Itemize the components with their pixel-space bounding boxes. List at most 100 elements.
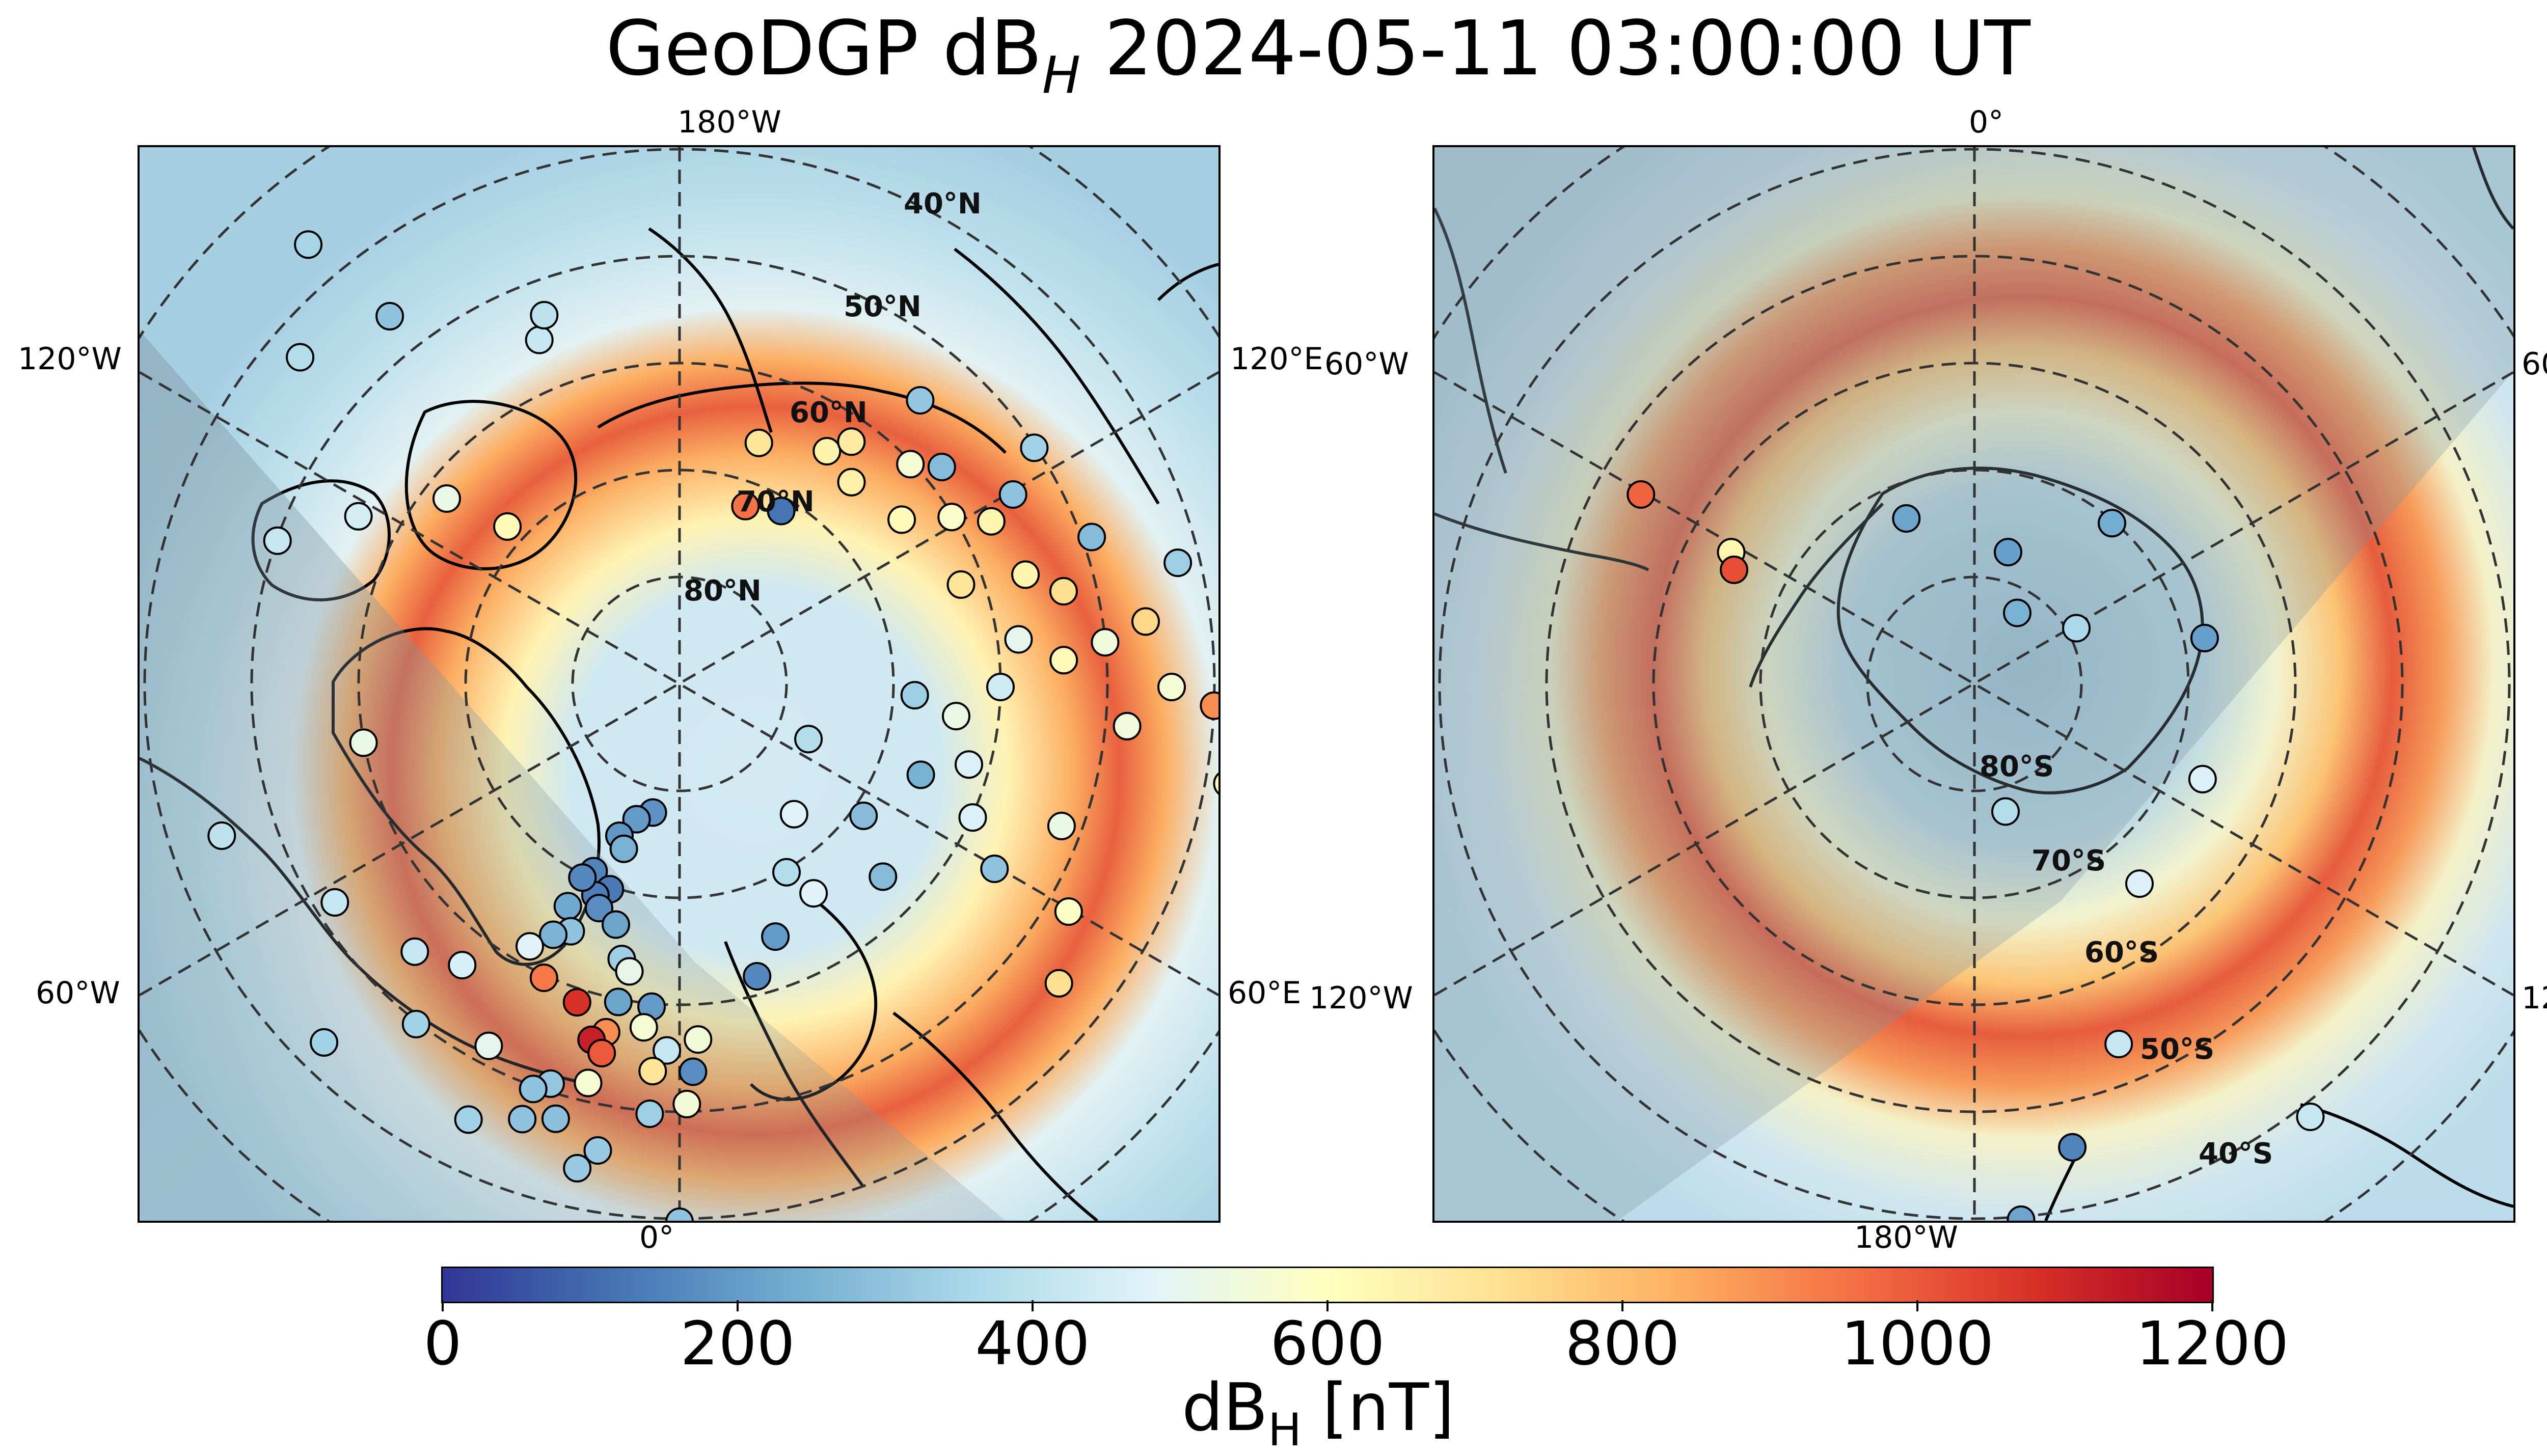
station-marker xyxy=(837,468,866,497)
station-marker xyxy=(942,702,970,731)
station-marker xyxy=(837,427,866,456)
station-marker xyxy=(998,480,1027,509)
station-marker xyxy=(349,728,378,757)
station-marker xyxy=(1163,548,1193,578)
lat-label-80s: 80°S xyxy=(1980,750,2054,783)
station-marker xyxy=(493,512,522,541)
station-marker xyxy=(530,300,559,329)
station-marker xyxy=(1049,577,1078,606)
north-lon-label-bottom: 0° xyxy=(639,1220,674,1255)
station-marker xyxy=(263,526,292,555)
colorbar-tick xyxy=(1916,1300,1918,1311)
station-marker xyxy=(553,892,582,921)
station-marker xyxy=(869,862,898,891)
lat-labels-south: 80°S 70°S 60°S 50°S 40°S xyxy=(1980,750,2273,1170)
station-marker xyxy=(602,910,630,939)
station-marker xyxy=(568,863,597,892)
lat-label-70s: 70°S xyxy=(2031,844,2106,877)
station-marker xyxy=(955,750,983,779)
station-marker xyxy=(799,879,828,908)
south-map-canvas: 80°S 70°S 60°S 50°S 40°S xyxy=(1434,147,2513,1221)
north-lon-label-lower-right: 60°E xyxy=(1228,975,1302,1011)
station-marker xyxy=(1157,673,1186,701)
station-marker xyxy=(474,1031,503,1060)
station-marker xyxy=(927,453,956,481)
colorbar-tick xyxy=(737,1300,739,1311)
night-shading-south xyxy=(1434,147,2513,1221)
station-marker xyxy=(743,962,772,991)
station-marker xyxy=(779,800,808,829)
station-marker xyxy=(2188,764,2217,793)
station-marker xyxy=(849,801,878,830)
graticule-south xyxy=(1434,147,2513,1221)
station-marker xyxy=(574,1068,603,1097)
lat-label-60n: 60°N xyxy=(790,396,868,429)
colorbar-gradient xyxy=(443,1268,2212,1302)
colorbar-label: dBH [nT] xyxy=(0,1370,2547,1456)
station-marker xyxy=(2058,1133,2087,1162)
lat-label-60s: 60°S xyxy=(2084,936,2159,969)
station-markers-north xyxy=(207,230,1218,1221)
south-lon-label-upper-right: 60°E xyxy=(2522,346,2547,382)
station-marker xyxy=(946,570,976,599)
title-subscript: H xyxy=(1042,45,1081,105)
station-marker xyxy=(679,1057,708,1086)
colorbar-label-subscript: H xyxy=(1268,1404,1302,1456)
station-marker xyxy=(812,437,842,465)
station-marker xyxy=(294,230,323,259)
station-marker xyxy=(615,957,644,986)
station-marker xyxy=(1213,772,1218,795)
station-marker xyxy=(744,428,773,457)
station-marker xyxy=(980,855,1009,883)
colorbar-tick-label: 400 xyxy=(975,1308,1090,1379)
station-marker xyxy=(310,1028,339,1057)
colorbar-tick-label: 1000 xyxy=(1840,1308,1994,1379)
colorbar-tick xyxy=(2211,1300,2213,1311)
colorbar-tick xyxy=(1326,1300,1329,1311)
night-shading-north xyxy=(140,331,1006,1221)
station-marker xyxy=(2098,509,2126,538)
north-lon-label-upper-left: 120°W xyxy=(18,341,122,377)
colorbar-tick-label: 800 xyxy=(1565,1308,1680,1379)
lat-label-70n: 70°N xyxy=(737,485,815,518)
station-marker xyxy=(1892,504,1921,533)
station-marker xyxy=(587,1038,616,1067)
south-polar-map: 80°S 70°S 60°S 50°S 40°S xyxy=(1432,145,2515,1223)
station-marker xyxy=(653,1036,682,1065)
south-lon-label-upper-left: 60°W xyxy=(1324,346,1409,382)
station-marker xyxy=(2125,869,2154,898)
station-marker xyxy=(448,951,477,980)
station-marker xyxy=(2190,623,2219,652)
station-marker xyxy=(1091,628,1120,657)
colorbar-tick xyxy=(442,1300,444,1311)
station-marker xyxy=(1720,555,1749,584)
colorbar xyxy=(441,1267,2214,1303)
station-marker xyxy=(1991,797,2020,826)
station-marker xyxy=(519,1075,548,1104)
station-marker xyxy=(1011,560,1040,589)
station-marker xyxy=(401,1009,430,1038)
south-lon-label-lower-right: 120°E xyxy=(2522,980,2547,1016)
station-marker xyxy=(937,503,966,532)
station-marker xyxy=(622,805,651,834)
station-marker xyxy=(638,1057,667,1086)
station-marker xyxy=(1020,433,1049,462)
station-marker xyxy=(665,1207,694,1221)
station-marker xyxy=(887,505,916,534)
title-main: GeoDGP dB xyxy=(606,5,1042,92)
station-marker xyxy=(1077,523,1106,552)
station-marker xyxy=(563,1153,592,1183)
station-marker xyxy=(432,484,461,513)
station-marker xyxy=(896,450,925,479)
station-marker xyxy=(761,922,790,951)
station-marker xyxy=(986,673,1015,701)
colorbar-tick-label: 200 xyxy=(680,1308,795,1379)
colorbar-tick-label: 600 xyxy=(1270,1308,1385,1379)
station-markers-south xyxy=(1627,480,2325,1221)
station-marker xyxy=(900,681,929,710)
colorbar-tick xyxy=(1621,1300,1623,1311)
station-marker xyxy=(629,1013,658,1042)
colorbar-tick-label: 1200 xyxy=(2135,1308,2289,1379)
station-marker xyxy=(286,343,315,372)
figure-title: GeoDGP dBH 2024-05-11 03:00:00 UT xyxy=(0,5,2547,105)
